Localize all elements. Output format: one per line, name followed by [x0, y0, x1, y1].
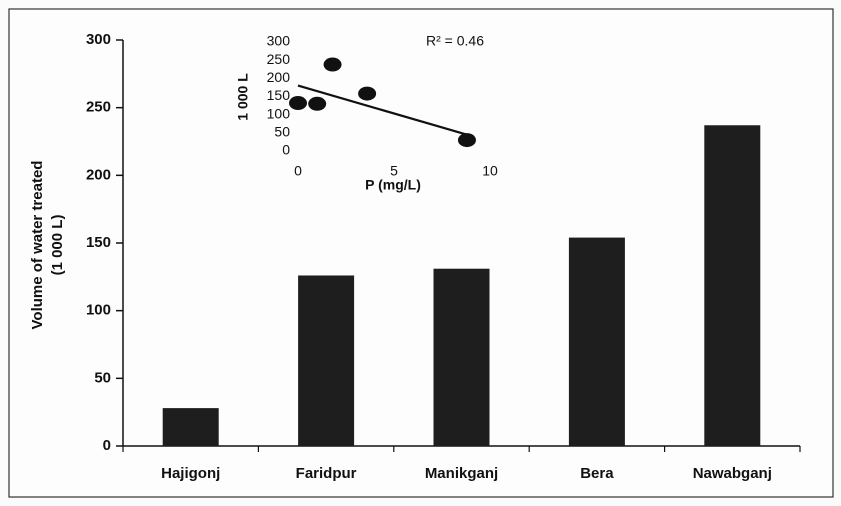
- y-tick-label: 150: [86, 234, 111, 251]
- y-tick-label: 0: [103, 437, 111, 454]
- inset-x-tick-label: 10: [482, 163, 498, 179]
- bar: [162, 408, 219, 446]
- y-tick-label: 200: [86, 166, 111, 183]
- inset-y-tick-label: 0: [282, 142, 290, 158]
- trendline: [297, 84, 468, 136]
- x-tick-label: Bera: [580, 465, 614, 482]
- bar: [704, 125, 761, 446]
- x-tick-label: Hajigonj: [161, 465, 220, 482]
- y-axis-label: Volume of water treated: [29, 161, 46, 330]
- inset-y-tick-label: 100: [267, 105, 291, 121]
- inset-x-tick-label: 0: [294, 163, 302, 179]
- inset-y-tick-label: 150: [267, 87, 291, 103]
- point: [308, 96, 327, 111]
- y-axis-label: (1 000 L): [49, 215, 66, 276]
- annotation: R² = 0.46: [426, 33, 484, 49]
- inset-x-tick-label: 5: [390, 163, 398, 179]
- point: [323, 57, 342, 72]
- bar: [433, 268, 490, 446]
- bar: [568, 237, 625, 446]
- point: [457, 133, 476, 148]
- inset-y-axis-label: 1 000 L: [235, 73, 251, 121]
- y-tick-label: 50: [94, 369, 111, 386]
- frame: [8, 8, 834, 498]
- inset-y-tick-label: 50: [274, 124, 290, 140]
- y-tick-label: 100: [86, 302, 111, 319]
- point: [358, 86, 377, 101]
- bar: [298, 275, 355, 446]
- x-tick-label: Nawabganj: [693, 465, 772, 482]
- inset-x-axis-label: P (mg/L): [365, 177, 421, 193]
- inset-y-tick-label: 300: [267, 33, 291, 49]
- x-tick-label: Manikganj: [425, 465, 498, 482]
- x-tick-label: Faridpur: [296, 465, 357, 482]
- inset-y-tick-label: 250: [267, 51, 291, 67]
- point: [289, 96, 307, 111]
- y-tick-label: 250: [86, 99, 111, 116]
- inset-y-tick-label: 200: [267, 69, 291, 85]
- y-tick-label: 300: [86, 31, 111, 48]
